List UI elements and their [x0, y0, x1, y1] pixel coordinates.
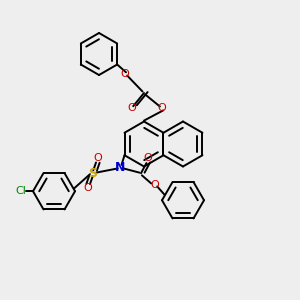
Text: O: O — [84, 183, 93, 193]
Text: O: O — [150, 180, 159, 190]
Text: O: O — [93, 153, 102, 163]
Text: Cl: Cl — [16, 186, 26, 196]
Text: O: O — [120, 68, 129, 79]
Text: S: S — [88, 167, 98, 180]
Text: O: O — [158, 103, 166, 113]
Text: N: N — [115, 161, 125, 174]
Text: O: O — [144, 153, 153, 163]
Text: O: O — [128, 103, 136, 113]
